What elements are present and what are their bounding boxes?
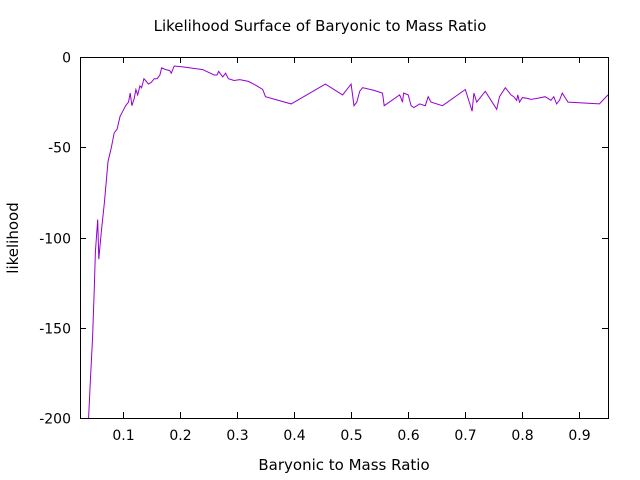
y-tick-label: -50 bbox=[48, 141, 71, 157]
y-tick-label: -200 bbox=[39, 412, 71, 428]
y-tick-label: 0 bbox=[62, 51, 71, 67]
plot-frame bbox=[80, 57, 609, 419]
x-tick-label: 0.9 bbox=[568, 428, 590, 444]
x-tick-label: 0.1 bbox=[112, 428, 134, 444]
x-tick-label: 0.3 bbox=[226, 428, 248, 444]
x-tick-label: 0.4 bbox=[283, 428, 305, 444]
series-line bbox=[88, 65, 609, 419]
y-axis-label: likelihood bbox=[4, 202, 22, 274]
x-tick-label: 0.2 bbox=[169, 428, 191, 444]
tick-group: 0.1 0.2 0.3 0.4 0.5 0.6 0.7 0.8 0.9 0 -50 -100 -150 -… bbox=[39, 51, 608, 444]
series-group bbox=[88, 65, 609, 419]
chart-title: Likelihood Surface of Baryonic to Mass R… bbox=[153, 17, 487, 35]
x-tick-label: 0.6 bbox=[397, 428, 419, 444]
x-axis-label: Baryonic to Mass Ratio bbox=[258, 456, 430, 474]
y-tick-label: -150 bbox=[39, 322, 71, 338]
x-tick-label: 0.5 bbox=[340, 428, 362, 444]
x-tick-label: 0.7 bbox=[454, 428, 476, 444]
x-tick-label: 0.8 bbox=[511, 428, 533, 444]
y-tick-label: -100 bbox=[39, 232, 71, 248]
